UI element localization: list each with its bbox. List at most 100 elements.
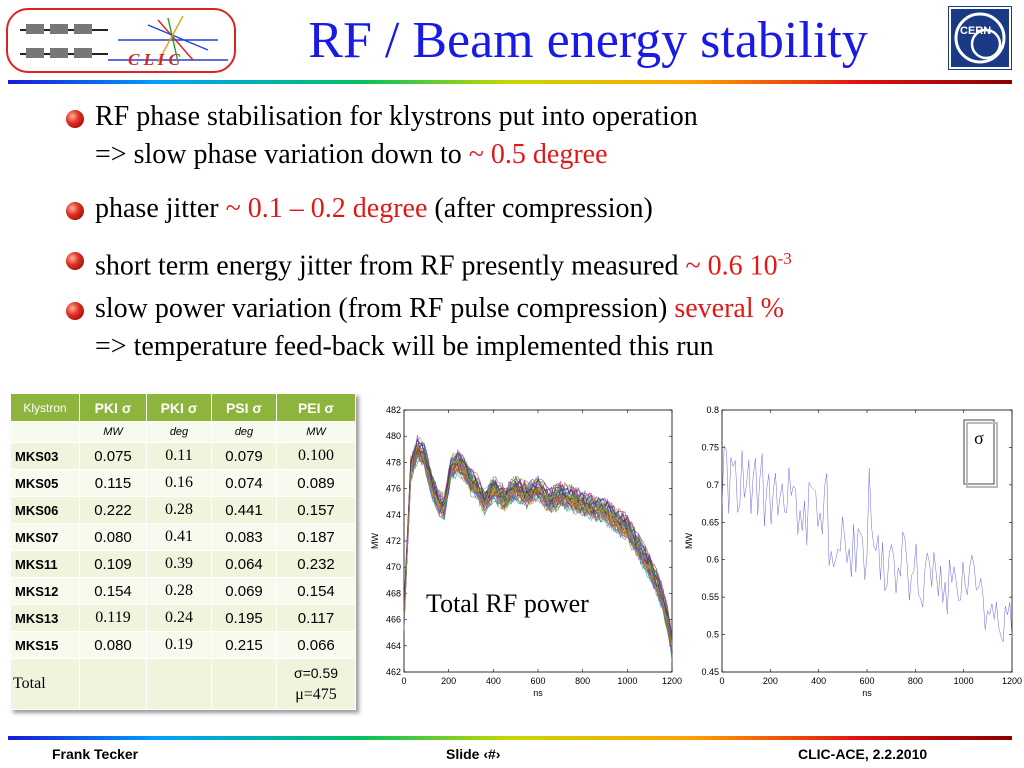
cern-logo: CERN (948, 6, 1012, 70)
text-part: short term energy jitter from RF present… (95, 250, 686, 282)
bullet-icon (66, 302, 84, 320)
bullet-icon (66, 202, 84, 220)
value-cell: 0.119 (79, 604, 147, 632)
clic-logo: C L I C (6, 8, 236, 73)
bullet-text: short term energy jitter from RF present… (95, 240, 792, 285)
value-cell: 0.154 (276, 577, 356, 605)
value-cell: 0.080 (79, 523, 147, 551)
text-part: => temperature feed-back will be impleme… (95, 331, 714, 362)
total-row: Total σ=0.59 μ=475 (10, 658, 356, 710)
empty-cell (211, 658, 277, 710)
value-cell: 0.41 (146, 523, 212, 551)
y-axis-label: MW (684, 533, 694, 549)
bullet-text: RF phase stabilisation for klystrons put… (95, 98, 698, 136)
y-tick-label: 478 (386, 457, 401, 467)
value-cell: 0.066 (276, 631, 356, 659)
value-cell: 0.39 (146, 550, 212, 578)
y-tick-label: 0.6 (706, 555, 719, 565)
text-part: (after compression) (427, 193, 653, 224)
empty-cell (146, 658, 212, 710)
y-tick-label: 0.7 (706, 480, 719, 490)
value-cell: 0.083 (211, 523, 277, 551)
value-cell: 0.232 (276, 550, 356, 578)
value-cell: 0.117 (276, 604, 356, 632)
column-header: PKI σ (146, 393, 212, 422)
bullet-icon (66, 110, 84, 128)
value-cell: 0.089 (276, 469, 356, 497)
highlight-value: -3 (777, 249, 792, 268)
table-row: MKS11 0.109 0.39 0.064 0.232 (10, 550, 356, 578)
empty-cell (79, 658, 147, 710)
table-row: MKS03 0.075 0.11 0.079 0.100 (10, 442, 356, 470)
legend-box (963, 419, 995, 485)
chart-annotation: Total RF power (426, 589, 589, 618)
value-cell: 0.28 (146, 577, 212, 605)
footer-event: CLIC-ACE, 2.2.2010 (798, 746, 928, 762)
klystron-name: MKS11 (10, 550, 80, 578)
text-part: slow power variation (from RF pulse comp… (95, 293, 675, 324)
y-tick-label: 472 (386, 536, 401, 546)
total-sigma: σ=0.59 (293, 665, 339, 681)
highlight-value: ~ 0.6 10 (685, 250, 778, 282)
x-tick-label: 1200 (1002, 676, 1022, 686)
value-cell: 0.222 (79, 496, 147, 524)
y-tick-label: 0.8 (706, 405, 719, 415)
y-tick-label: 474 (386, 510, 401, 520)
series-line (403, 438, 673, 637)
bullet-text: phase jitter ~ 0.1 – 0.2 degree (after c… (95, 190, 653, 228)
x-tick-label: 400 (811, 676, 826, 686)
table-row: MKS15 0.080 0.19 0.215 0.066 (10, 631, 356, 659)
y-tick-label: 0.55 (701, 592, 719, 602)
highlight-value: several % (674, 293, 784, 324)
table-row: MKS06 0.222 0.28 0.441 0.157 (10, 496, 356, 524)
klystron-name: MKS03 (10, 442, 80, 470)
table-row: MKS07 0.080 0.41 0.083 0.187 (10, 523, 356, 551)
x-tick-label: 200 (763, 676, 778, 686)
x-tick-label: 200 (441, 676, 456, 686)
column-header: PKI σ (79, 393, 147, 422)
bullet-text: => slow phase variation down to ~ 0.5 de… (95, 136, 608, 174)
plot-area (403, 409, 673, 673)
y-tick-label: 0.65 (701, 517, 719, 527)
unit-cell: deg (211, 421, 277, 443)
footer-author: Frank Tecker (52, 746, 139, 762)
y-tick-label: 0.45 (701, 667, 719, 677)
table-row: MKS05 0.115 0.16 0.074 0.089 (10, 469, 356, 497)
x-axis-label: ns (533, 688, 543, 698)
column-header: Klystron (10, 393, 80, 422)
unit-cell (10, 421, 80, 443)
value-cell: 0.154 (79, 577, 147, 605)
value-cell: 0.187 (276, 523, 356, 551)
value-cell: 0.115 (79, 469, 147, 497)
value-cell: 0.11 (146, 442, 212, 470)
value-cell: 0.074 (211, 469, 277, 497)
value-cell: 0.100 (276, 442, 356, 470)
total-mu: μ=475 (295, 686, 337, 703)
legend-shadow (966, 422, 998, 488)
klystron-name: MKS07 (10, 523, 80, 551)
value-cell: 0.24 (146, 604, 212, 632)
klystron-name: MKS15 (10, 631, 80, 659)
x-tick-label: 1200 (662, 676, 682, 686)
value-cell: 0.157 (276, 496, 356, 524)
y-tick-label: 0.75 (701, 442, 719, 452)
x-tick-label: 400 (486, 676, 501, 686)
y-tick-label: 464 (386, 641, 401, 651)
cern-text: CERN (960, 25, 991, 37)
value-cell: 0.069 (211, 577, 277, 605)
x-tick-label: 800 (908, 676, 923, 686)
series-line (403, 449, 673, 659)
y-tick-label: 476 (386, 484, 401, 494)
column-header: PSI σ (211, 393, 277, 422)
unit-cell: deg (146, 421, 212, 443)
value-cell: 0.16 (146, 469, 212, 497)
text-part: => slow phase variation down to (95, 139, 469, 170)
x-tick-label: 600 (530, 676, 545, 686)
highlight-value: ~ 0.1 – 0.2 degree (225, 193, 428, 224)
text-part: RF phase stabilisation for klystrons put… (95, 101, 698, 132)
value-cell: 0.064 (211, 550, 277, 578)
series-line (403, 439, 673, 642)
value-cell: 0.215 (211, 631, 277, 659)
value-cell: 0.109 (79, 550, 147, 578)
bullet-text: slow power variation (from RF pulse comp… (95, 290, 784, 328)
